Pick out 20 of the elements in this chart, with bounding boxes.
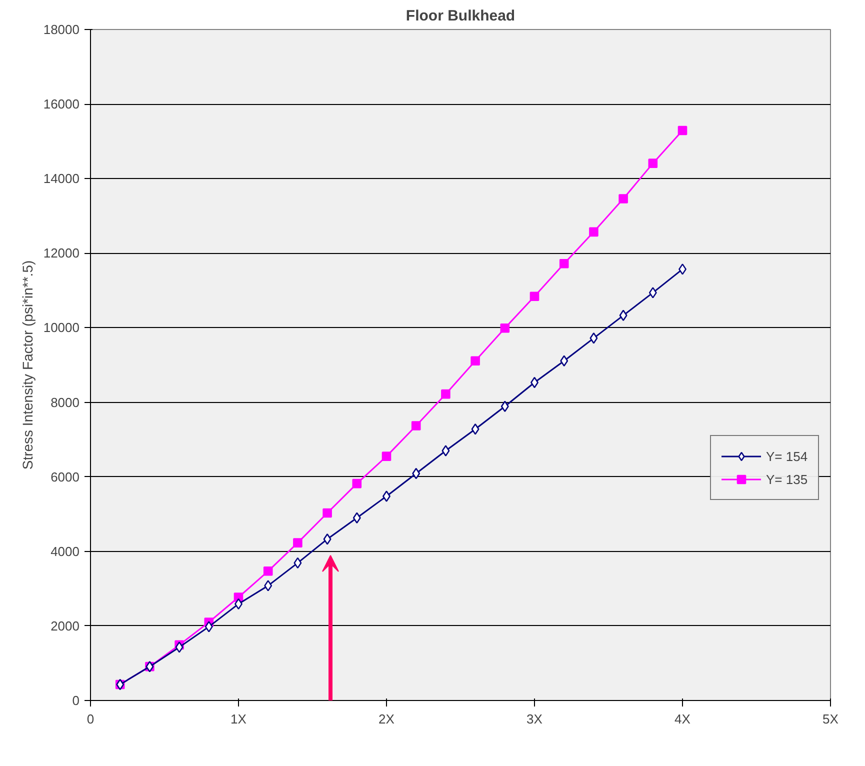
y-tick-label: 16000: [43, 96, 80, 112]
y-tick-label: 18000: [43, 22, 80, 37]
y-tick-label: 2000: [50, 618, 80, 634]
y-tick-label: 4000: [50, 544, 80, 559]
y-axis-title: Stress Intensity Factor (psi*in**.5): [19, 260, 36, 470]
x-tick-label: 2X: [378, 712, 395, 726]
y-tick-label: 10000: [43, 320, 80, 336]
x-tick-label: 4X: [674, 712, 691, 726]
y-tick-label: 14000: [43, 171, 80, 186]
x-tick-label: 1X: [230, 712, 247, 726]
x-tick-label: 0: [86, 712, 94, 726]
y-tick-label: 6000: [50, 469, 80, 484]
x-tick-label: 3X: [526, 712, 543, 726]
y-tick-label: 0: [72, 693, 80, 708]
y-tick-label: 12000: [43, 246, 80, 261]
x-tick-label: 5X: [822, 712, 839, 726]
legend-label: Y= 154: [766, 448, 808, 464]
chart-title: Floor Bulkhead: [406, 8, 516, 24]
legend-label: Y= 135: [766, 472, 808, 486]
y-tick-label: 8000: [50, 394, 80, 410]
